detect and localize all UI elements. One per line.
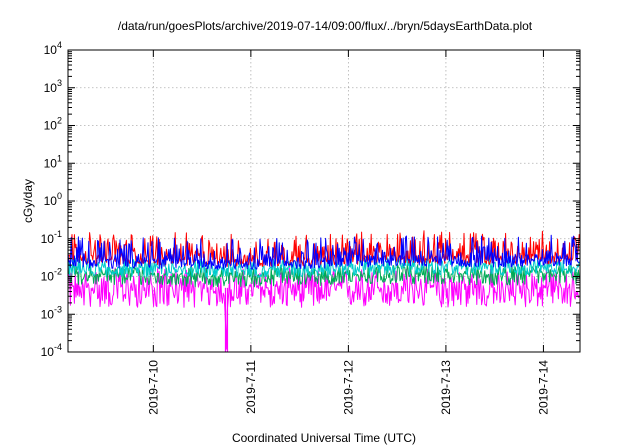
y-tick-label: 10-3 [41, 304, 62, 321]
y-tick-label: 103 [44, 78, 62, 95]
y-tick-label: 100 [44, 191, 62, 208]
x-axis-label: Coordinated Universal Time (UTC) [232, 431, 416, 445]
x-tick-label: 2019-7-10 [146, 360, 160, 415]
y-tick-label: 101 [44, 153, 62, 170]
y-tick-label: 102 [44, 116, 62, 133]
plot-data [67, 230, 580, 352]
x-tick-label: 2019-7-14 [536, 360, 550, 415]
y-axis-label: cGy/day [21, 179, 35, 223]
y-tick-label: 10-2 [41, 267, 62, 284]
x-tick-label: 2019-7-12 [341, 360, 355, 415]
x-tick-label: 2019-7-13 [439, 360, 453, 415]
ticks: 10-4 10-3 10-2 10-1 100 101 102 103 104 2019-7-10… [41, 40, 580, 415]
x-tick-label: 2019-7-11 [244, 360, 258, 414]
grid [68, 50, 580, 352]
y-tick-label: 104 [44, 40, 62, 57]
y-tick-label: 10-1 [41, 229, 62, 246]
series-line [67, 267, 580, 350]
series-line [67, 230, 580, 267]
y-tick-label: 10-4 [41, 342, 62, 359]
chart-title: /data/run/goesPlots/archive/2019-07-14/0… [118, 19, 533, 33]
series-line [67, 234, 580, 270]
